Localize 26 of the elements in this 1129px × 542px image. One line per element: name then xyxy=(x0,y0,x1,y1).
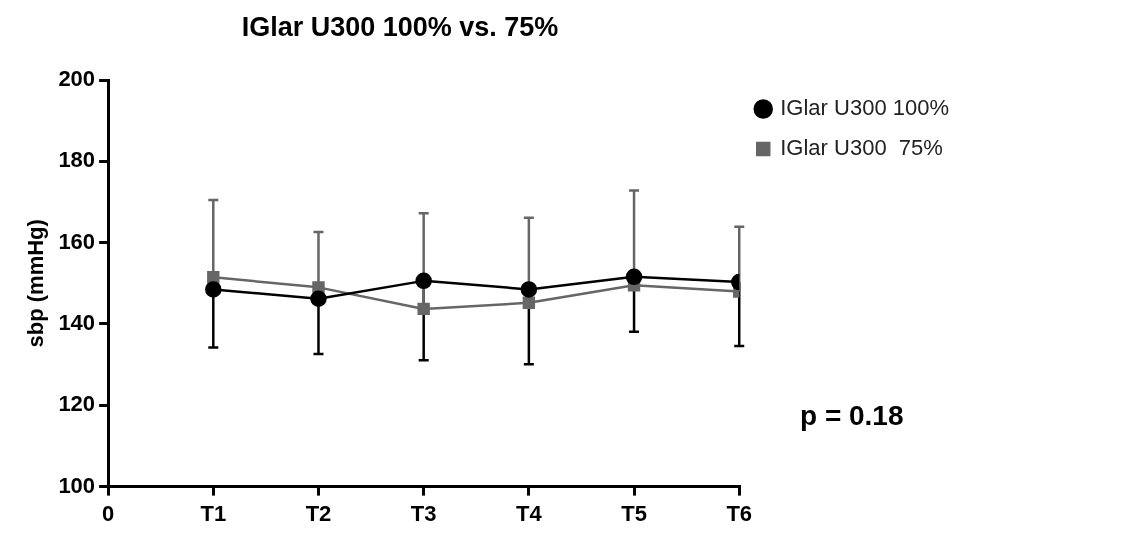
point xyxy=(310,290,327,307)
point xyxy=(312,281,325,294)
point xyxy=(205,281,222,298)
x-tick-label: T3 xyxy=(410,500,437,526)
point xyxy=(415,272,432,290)
y-tick-label: 120 xyxy=(58,391,96,417)
point xyxy=(522,296,536,310)
y-tick-label: 200 xyxy=(58,66,96,92)
text: p = 0.18 xyxy=(800,400,904,432)
legend-label: IGlar U300 75% xyxy=(780,135,943,161)
y-axis-title: sbp (mmHg) xyxy=(23,219,49,348)
y-tick-label: 140 xyxy=(58,310,96,336)
y-tick-label: 180 xyxy=(58,147,96,173)
x-tick-label: T4 xyxy=(516,500,543,526)
x-tick-label: T2 xyxy=(305,500,332,526)
point xyxy=(520,281,538,298)
y-tick-label: 160 xyxy=(58,228,96,254)
x-tick-label: T6 xyxy=(726,500,753,526)
y-tick-label: 100 xyxy=(58,472,96,498)
chart-title: IGlar U300 100% vs. 75% xyxy=(240,12,560,43)
x-tick-label: T1 xyxy=(200,500,227,526)
point xyxy=(417,302,430,316)
point xyxy=(625,268,643,286)
x-tick-label: T5 xyxy=(621,500,647,526)
x-tick-label: 0 xyxy=(101,500,115,526)
legend-label: IGlar U300 100% xyxy=(780,95,950,121)
